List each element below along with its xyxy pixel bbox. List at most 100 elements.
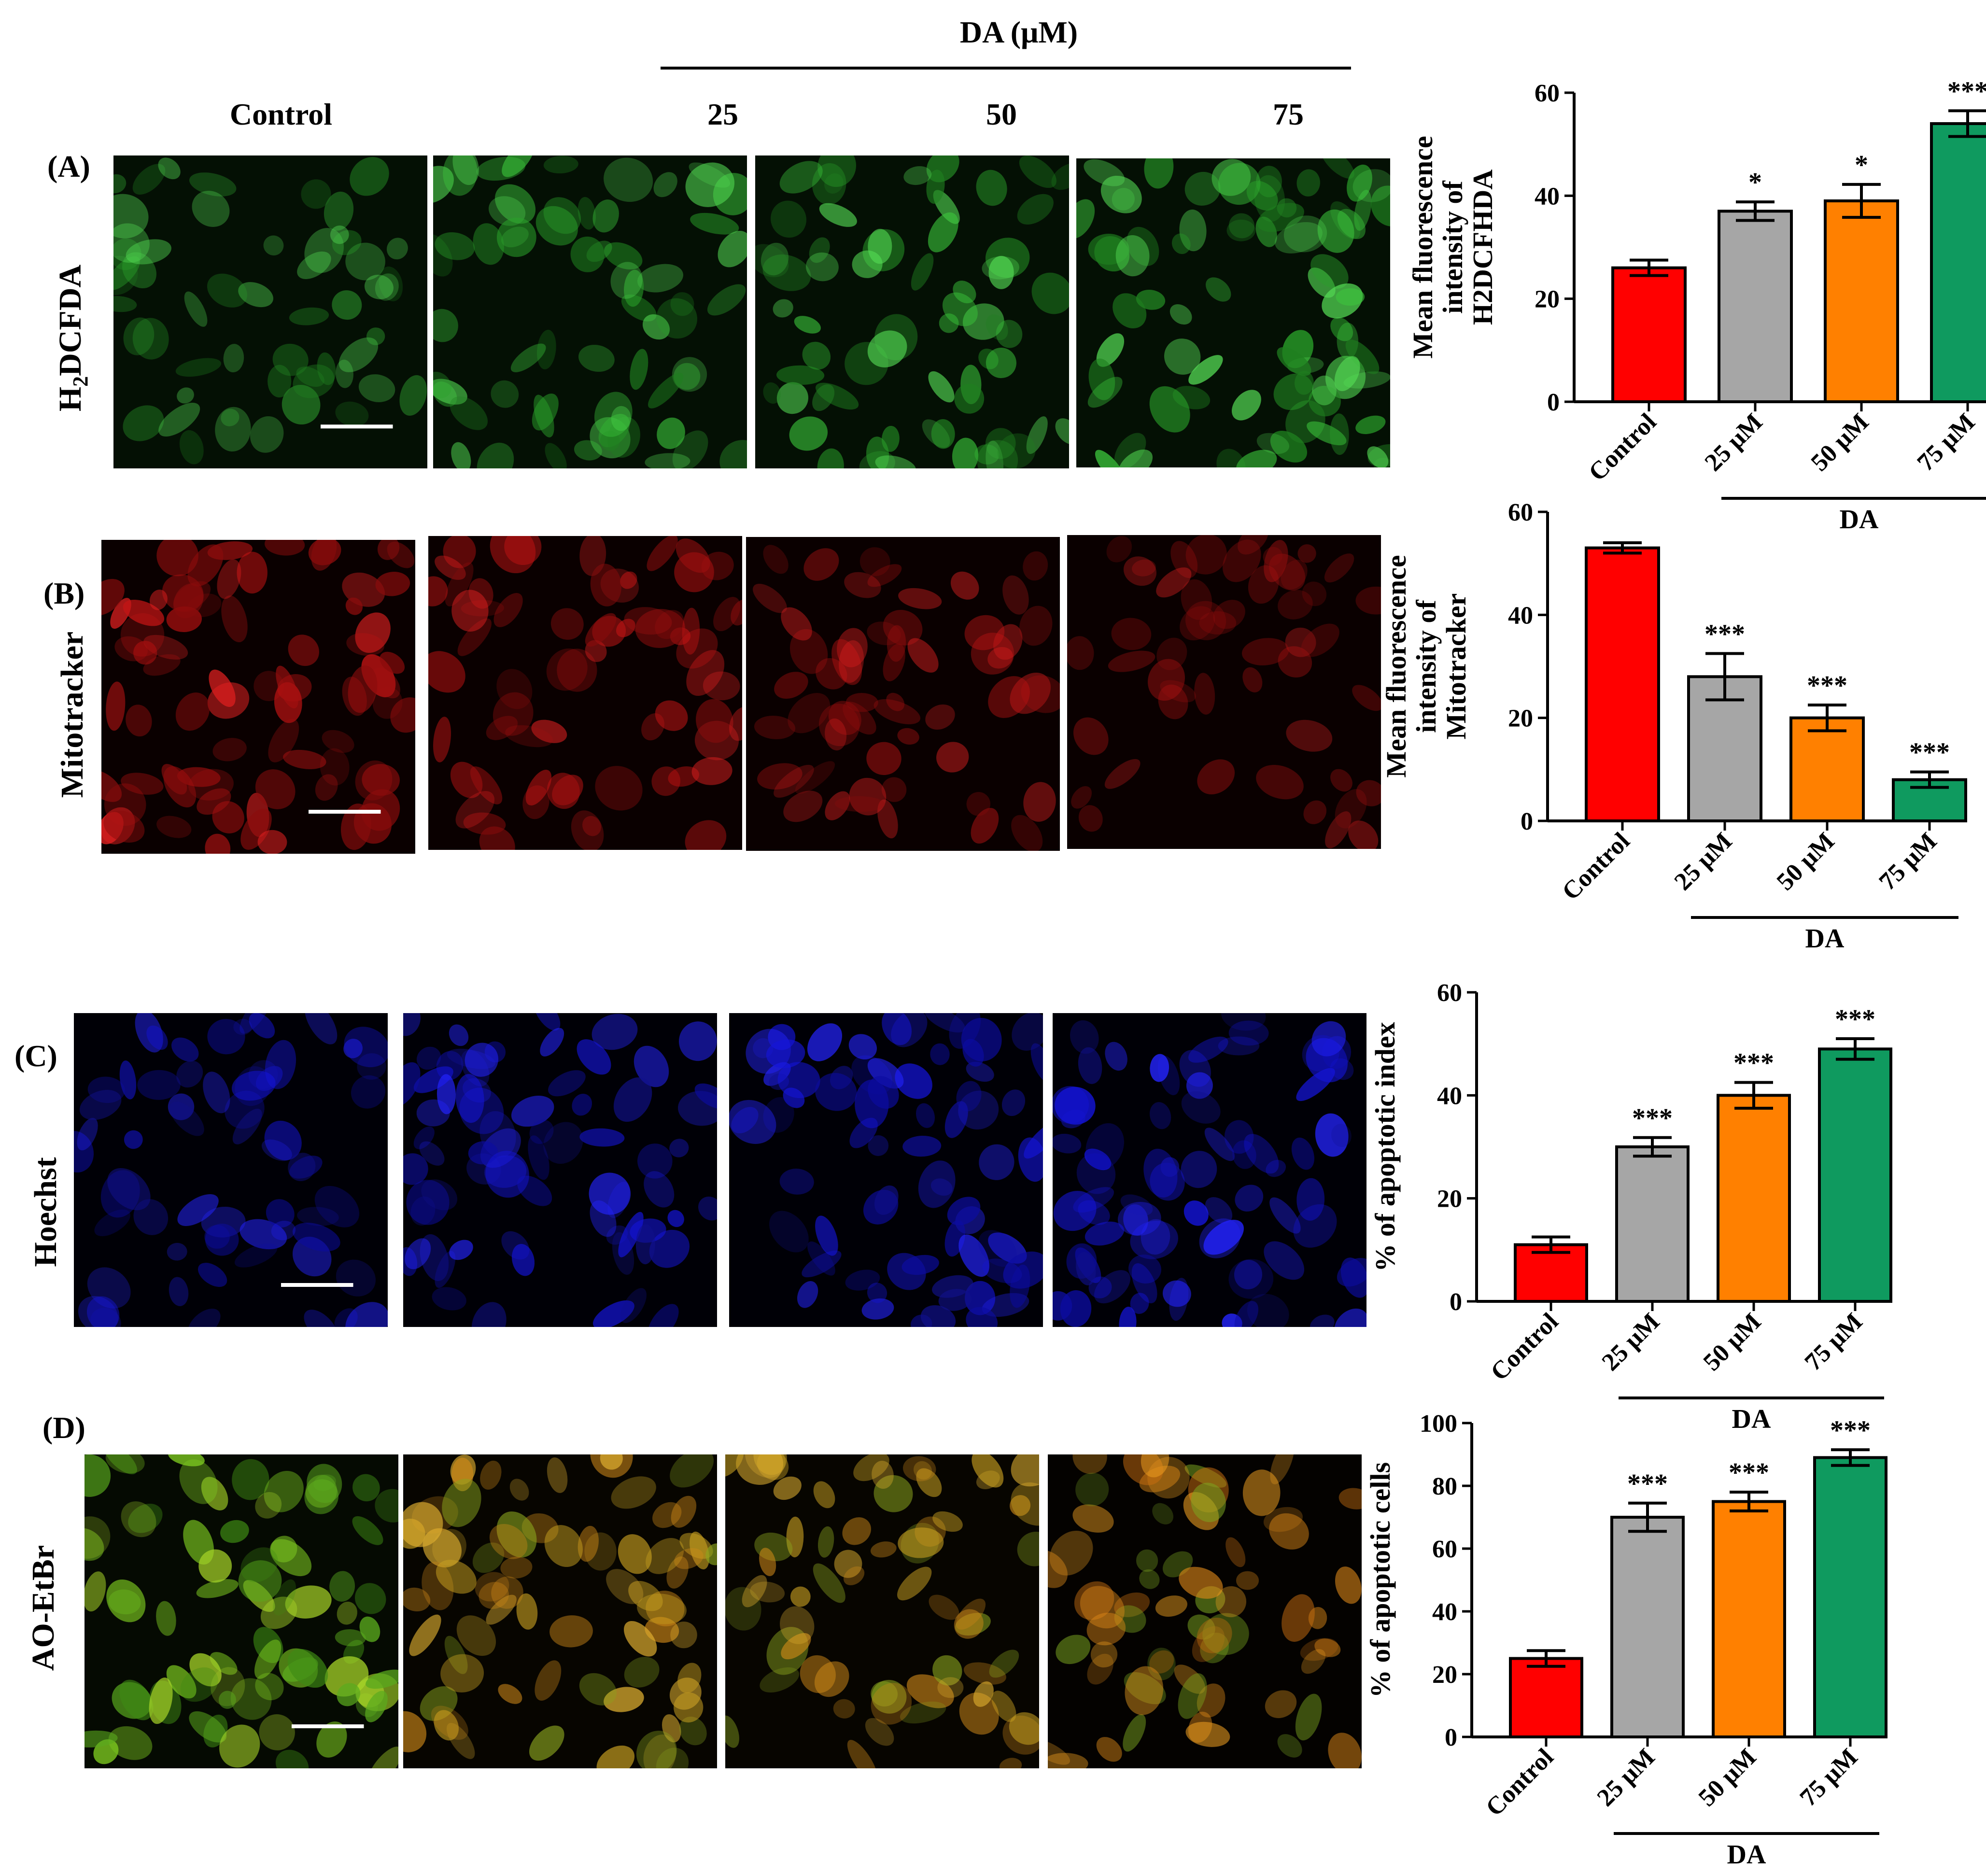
- cell-blob: [516, 1593, 538, 1630]
- cell-blob: [455, 791, 495, 829]
- cell-blob: [477, 442, 514, 468]
- cell-blob: [635, 609, 685, 648]
- panel-letter-a: (A): [47, 149, 90, 183]
- cell-blob: [582, 816, 601, 836]
- cell-blob: [433, 371, 452, 398]
- cell-blob: [287, 1649, 328, 1688]
- cell-blob: [240, 1547, 278, 1582]
- cell-blob: [1011, 815, 1043, 851]
- cell-blob: [1178, 1673, 1207, 1719]
- cell-blob: [433, 166, 454, 203]
- micrograph-d-75: [1048, 1454, 1362, 1768]
- cell-blob: [628, 1580, 663, 1611]
- cell-blob: [79, 1089, 122, 1120]
- cell-blob: [1328, 1733, 1362, 1768]
- micrograph-c-75: [1053, 1013, 1366, 1327]
- cell-blob: [776, 382, 808, 414]
- cell-blob: [420, 1234, 449, 1281]
- cell-blob: [486, 716, 518, 740]
- cell-blob: [936, 742, 969, 773]
- cell-blob: [604, 242, 643, 270]
- bar: [1813, 1456, 1887, 1738]
- cell-blob: [713, 597, 741, 632]
- cell-blob: [604, 1687, 644, 1712]
- cell-blob: [1071, 786, 1092, 809]
- cell-blob: [249, 1013, 275, 1039]
- cell-blob: [1197, 1683, 1225, 1718]
- cell-blob: [187, 544, 224, 587]
- cell-blob: [655, 610, 684, 639]
- cell-blob: [217, 559, 241, 599]
- cell-blob: [1084, 1148, 1112, 1171]
- x-tick-label: 50 μM: [1693, 1743, 1762, 1812]
- cell-blob: [352, 1516, 383, 1545]
- cell-blob: [1211, 159, 1251, 196]
- cell-blob: [691, 757, 732, 785]
- cell-blob: [1308, 268, 1336, 298]
- cell-blob: [1130, 1293, 1149, 1314]
- cell-blob: [540, 1028, 564, 1057]
- cell-blob: [932, 1511, 963, 1532]
- cell-blob: [1074, 1581, 1114, 1620]
- cell-blob: [972, 1454, 1004, 1488]
- cell-blob: [1119, 1307, 1137, 1327]
- cell-blob: [375, 572, 410, 596]
- cell-blob: [600, 431, 620, 451]
- cell-blob: [1162, 1280, 1191, 1307]
- bar: [1610, 1516, 1685, 1738]
- cell-blob: [179, 430, 204, 465]
- cell-blob: [132, 318, 169, 360]
- cell-blob: [1023, 782, 1056, 822]
- cell-blob: [696, 699, 733, 743]
- cell-blob: [667, 1210, 684, 1227]
- cell-blob: [1139, 1569, 1160, 1589]
- cell-blob: [549, 1615, 593, 1648]
- cell-blob: [859, 547, 890, 576]
- cell-blob: [207, 273, 248, 308]
- cell-blob: [1228, 213, 1255, 239]
- cell-blob: [1100, 175, 1142, 213]
- x-tick-label: 75 μM: [1800, 1308, 1868, 1376]
- cell-blob: [694, 1083, 717, 1109]
- bar: [1509, 1657, 1583, 1738]
- cell-blob: [405, 1238, 431, 1269]
- cell-blob: [607, 417, 640, 458]
- cell-blob: [1181, 1151, 1217, 1188]
- cell-blob: [221, 595, 248, 643]
- cell-blob: [437, 1074, 456, 1114]
- cell-blob: [1330, 769, 1352, 792]
- cell-blob: [113, 174, 127, 194]
- cell-blob: [1310, 254, 1349, 289]
- cell-blob: [718, 230, 747, 268]
- cell-blob: [867, 330, 907, 367]
- cell-blob: [779, 161, 823, 194]
- panel-letter-d: (D): [42, 1411, 85, 1445]
- cell-blob: [106, 1579, 146, 1622]
- cell-blob: [1114, 1592, 1150, 1617]
- cell-blob: [1070, 1020, 1099, 1054]
- cell-blob: [177, 387, 194, 404]
- cell-blob: [535, 1660, 562, 1701]
- cell-blob: [707, 284, 746, 316]
- cell-blob: [1113, 293, 1147, 329]
- bar: [1585, 546, 1660, 822]
- cell-blob: [465, 1043, 498, 1077]
- cell-blob: [1185, 535, 1227, 575]
- cell-blob: [1281, 560, 1308, 590]
- cell-blob: [1141, 1219, 1170, 1255]
- cell-blob: [332, 290, 362, 320]
- cell-blob: [849, 1117, 878, 1148]
- cell-blob: [189, 1711, 227, 1743]
- cell-blob: [367, 1746, 398, 1768]
- cell-blob: [1242, 1469, 1281, 1516]
- cell-blob: [403, 1502, 443, 1547]
- cell-blob: [1301, 1649, 1326, 1674]
- cell-blob: [645, 1617, 679, 1643]
- stain-label-mitotracker: Mitotracker: [55, 631, 90, 798]
- col-label-25: 25: [707, 97, 738, 131]
- cell-blob: [1049, 1530, 1093, 1576]
- micrograph-a-control: [113, 155, 427, 468]
- cell-blob: [805, 252, 839, 282]
- bar: [1789, 716, 1865, 822]
- cell-blob: [762, 254, 811, 291]
